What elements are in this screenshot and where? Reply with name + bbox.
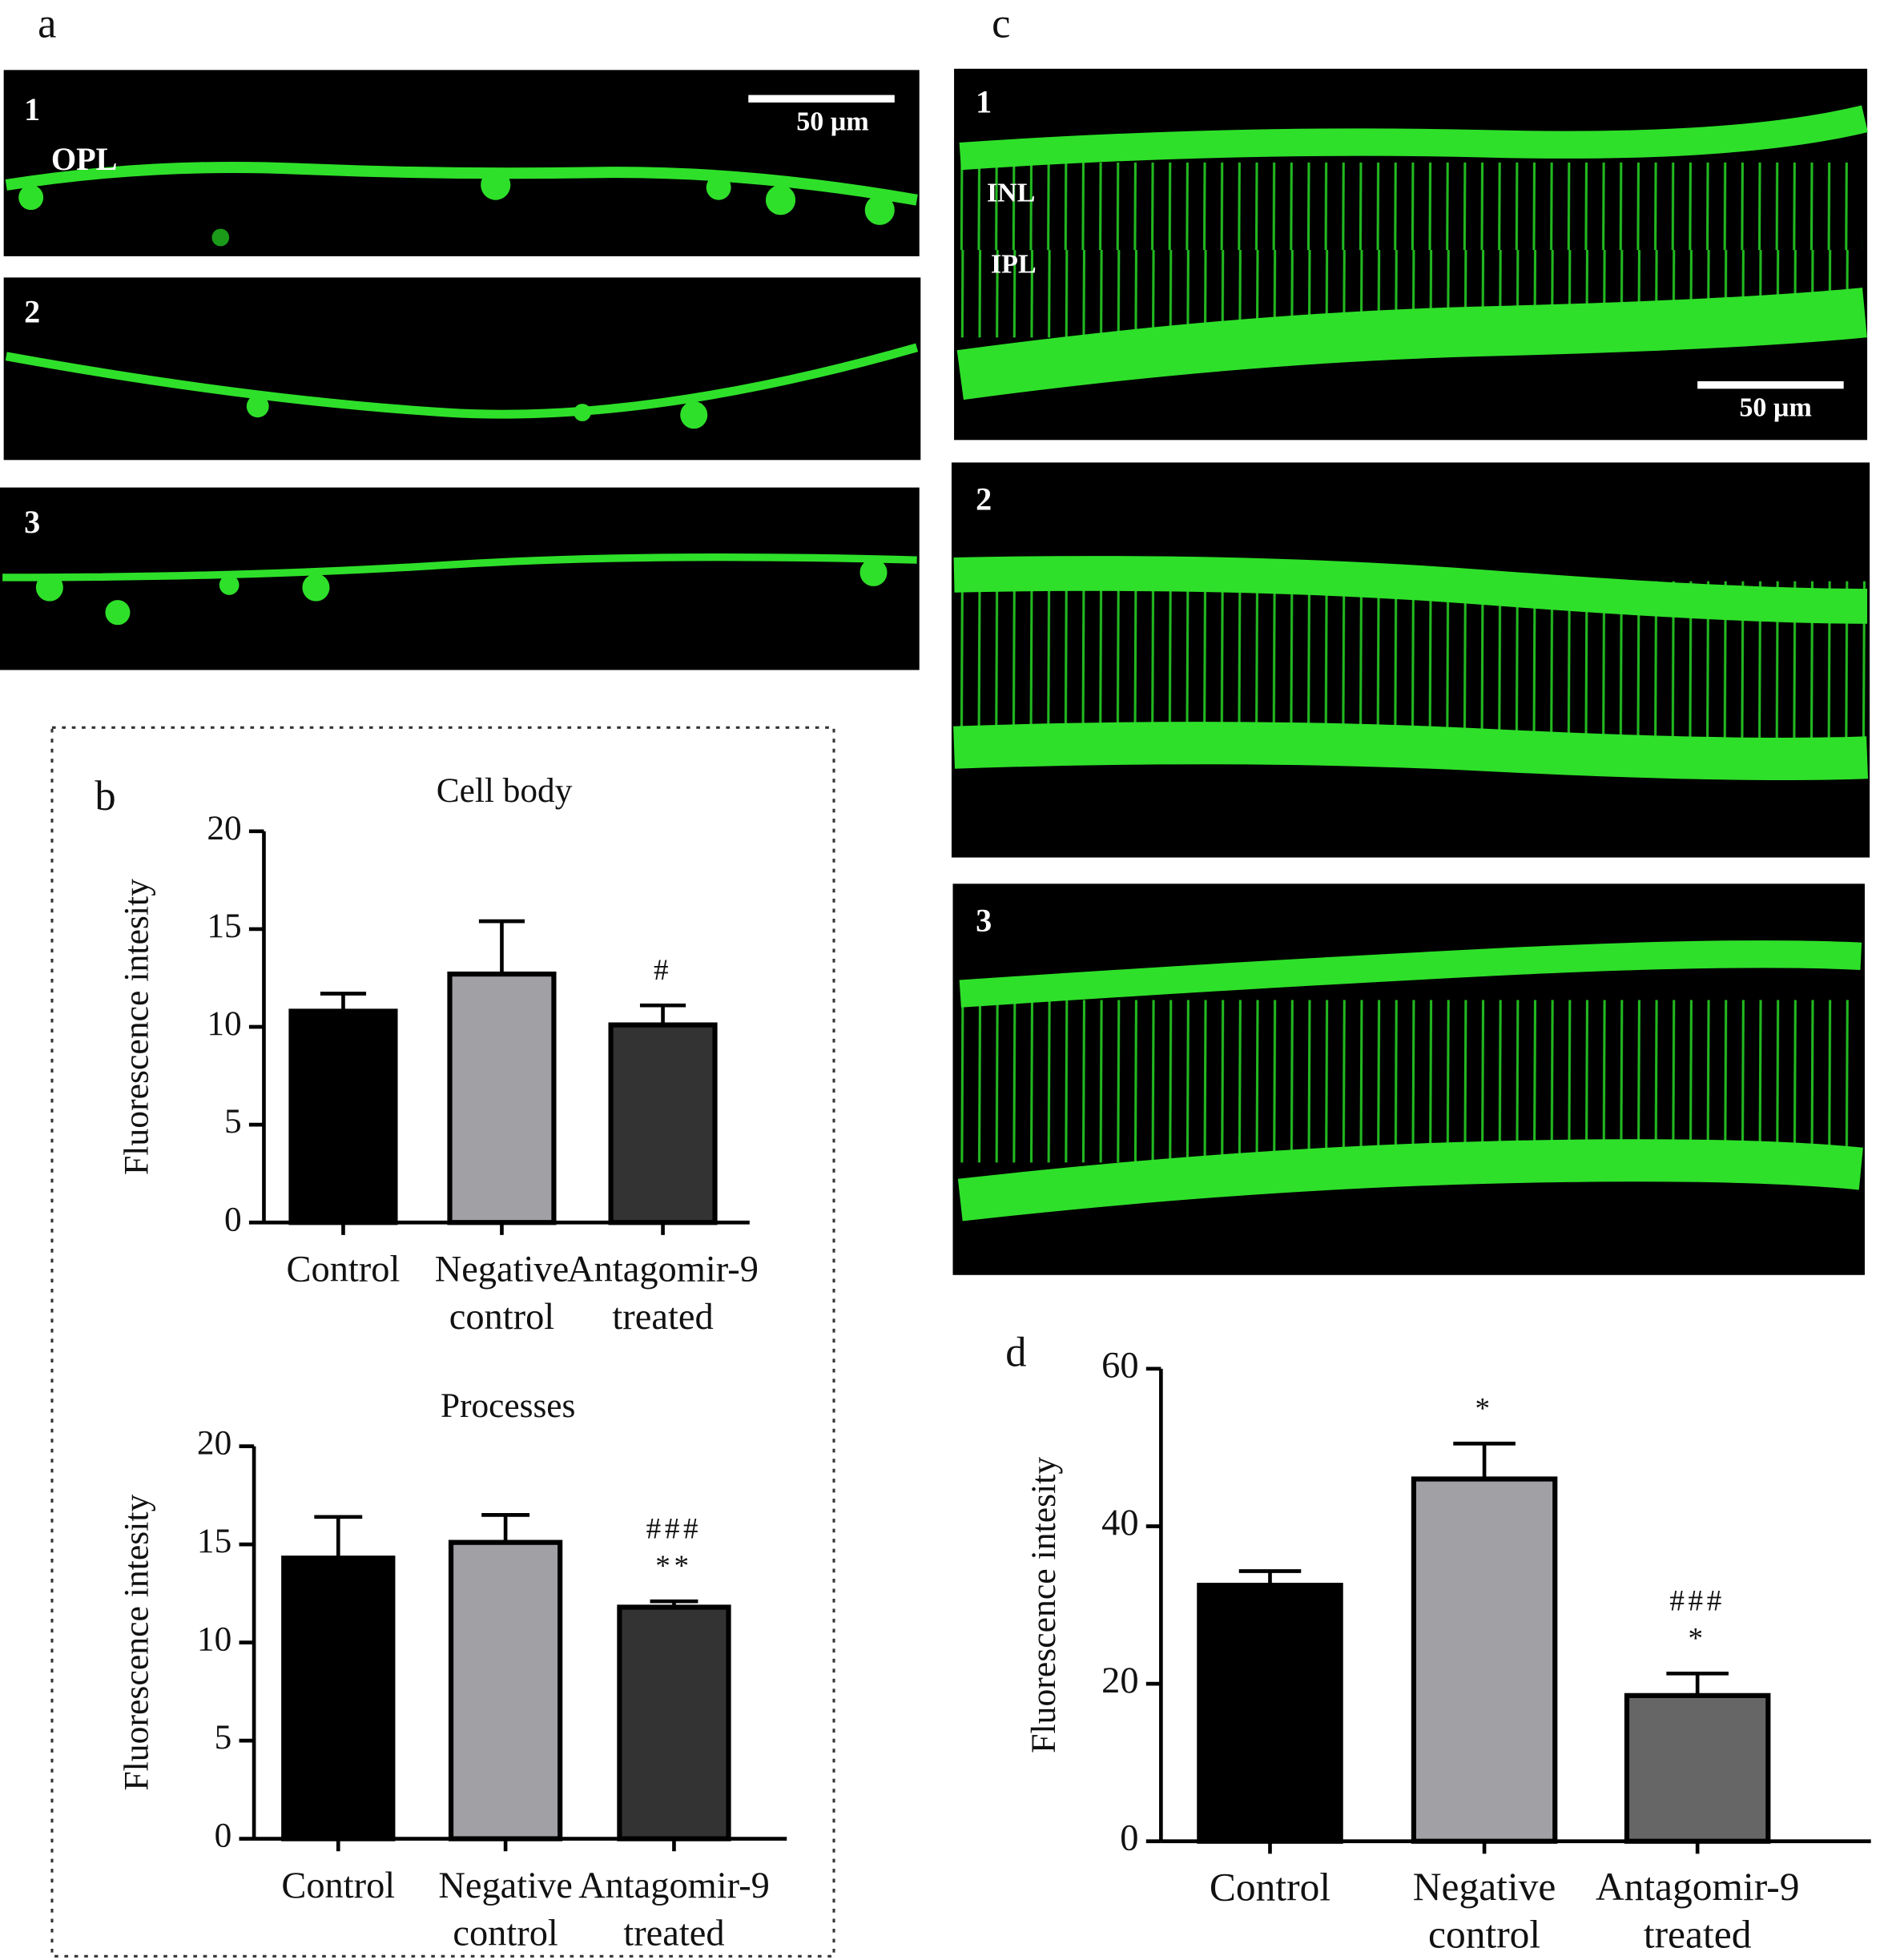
micrograph: 3 xyxy=(0,487,920,670)
significance-mark: * xyxy=(1689,1622,1707,1655)
x-tick-label: Antagomir-9 treated xyxy=(1596,1865,1800,1957)
x-tick-label: Control xyxy=(1210,1865,1330,1909)
significance-mark: ** xyxy=(655,1550,692,1583)
y-tick-label: 15 xyxy=(207,907,241,945)
image-number: 1 xyxy=(976,83,992,119)
x-tick-label: Negative control xyxy=(1413,1865,1556,1957)
bar xyxy=(1624,1692,1771,1844)
y-tick-label: 20 xyxy=(1101,1660,1138,1701)
significance-mark: ### xyxy=(1669,1584,1725,1617)
y-tick-label: 10 xyxy=(207,1004,241,1043)
x-tick-label: Control xyxy=(287,1248,401,1290)
error-bar xyxy=(478,919,525,975)
error-bar xyxy=(481,1513,530,1543)
error-bar xyxy=(1453,1441,1516,1479)
y-tick-label: 0 xyxy=(215,1816,232,1854)
y-tick-label: 5 xyxy=(224,1102,242,1141)
panel-label: d xyxy=(1005,1329,1026,1375)
y-tick-label: 60 xyxy=(1101,1344,1138,1386)
scale-bar-label: 50 µm xyxy=(796,107,868,136)
y-tick-label: 40 xyxy=(1101,1502,1138,1543)
x-tick-label: Negative control xyxy=(435,1248,569,1338)
x-tick-label: Control xyxy=(281,1865,395,1906)
y-tick-label: 5 xyxy=(215,1718,232,1757)
bar xyxy=(617,1604,731,1841)
y-tick-label: 0 xyxy=(1120,1817,1138,1858)
panel-label: c xyxy=(992,0,1010,46)
chart-title: Processes xyxy=(441,1386,575,1425)
y-tick-label: 15 xyxy=(197,1522,231,1560)
y-tick-label: 0 xyxy=(224,1200,242,1238)
image-number: 3 xyxy=(24,504,40,540)
image-number: 2 xyxy=(24,293,40,329)
significance-mark: ### xyxy=(646,1512,702,1545)
micrograph: 2 xyxy=(3,277,921,461)
bar xyxy=(448,1539,563,1841)
bar xyxy=(1411,1476,1558,1844)
x-tick-label: Antagomir-9 treated xyxy=(578,1865,770,1954)
bar xyxy=(288,1008,398,1226)
layer-label: IPL xyxy=(991,249,1037,279)
y-axis-label: Fluorescence intesity xyxy=(118,1494,156,1790)
chart-title: Cell body xyxy=(437,771,573,810)
significance-mark: * xyxy=(1475,1392,1493,1425)
bar xyxy=(608,1022,718,1226)
image-number: 2 xyxy=(976,481,992,517)
error-bar xyxy=(314,1515,363,1559)
panel-label: a xyxy=(38,0,56,46)
image-number: 1 xyxy=(24,91,40,127)
panel-frame xyxy=(50,726,835,1958)
y-axis-label: Fluorescence intesity xyxy=(1024,1457,1063,1753)
y-tick-label: 10 xyxy=(197,1620,231,1658)
bar xyxy=(1197,1583,1343,1844)
micrograph: 3 xyxy=(952,883,1865,1275)
bar xyxy=(281,1556,396,1841)
panel-label: b xyxy=(95,773,115,819)
bar xyxy=(447,971,557,1226)
x-tick-label: Antagomir-9 treated xyxy=(567,1248,759,1338)
error-bar xyxy=(320,992,367,1012)
y-tick-label: 20 xyxy=(207,809,241,847)
layer-label: OPL xyxy=(51,141,118,177)
micrograph: 50 µm 1 INL IPL xyxy=(954,68,1868,441)
scale-bar-label: 50 µm xyxy=(1739,393,1811,423)
x-tick-label: Negative control xyxy=(438,1865,572,1954)
layer-label: INL xyxy=(987,178,1036,207)
error-bar xyxy=(1666,1671,1729,1696)
y-axis-label: Fluorescence intesity xyxy=(118,879,156,1175)
significance-mark: # xyxy=(654,954,672,987)
image-number: 3 xyxy=(976,902,992,938)
y-tick-label: 20 xyxy=(197,1423,231,1462)
error-bar xyxy=(639,1003,686,1025)
micrograph: 2 xyxy=(951,462,1870,858)
micrograph: 50 µm 1 OPL xyxy=(3,70,920,256)
